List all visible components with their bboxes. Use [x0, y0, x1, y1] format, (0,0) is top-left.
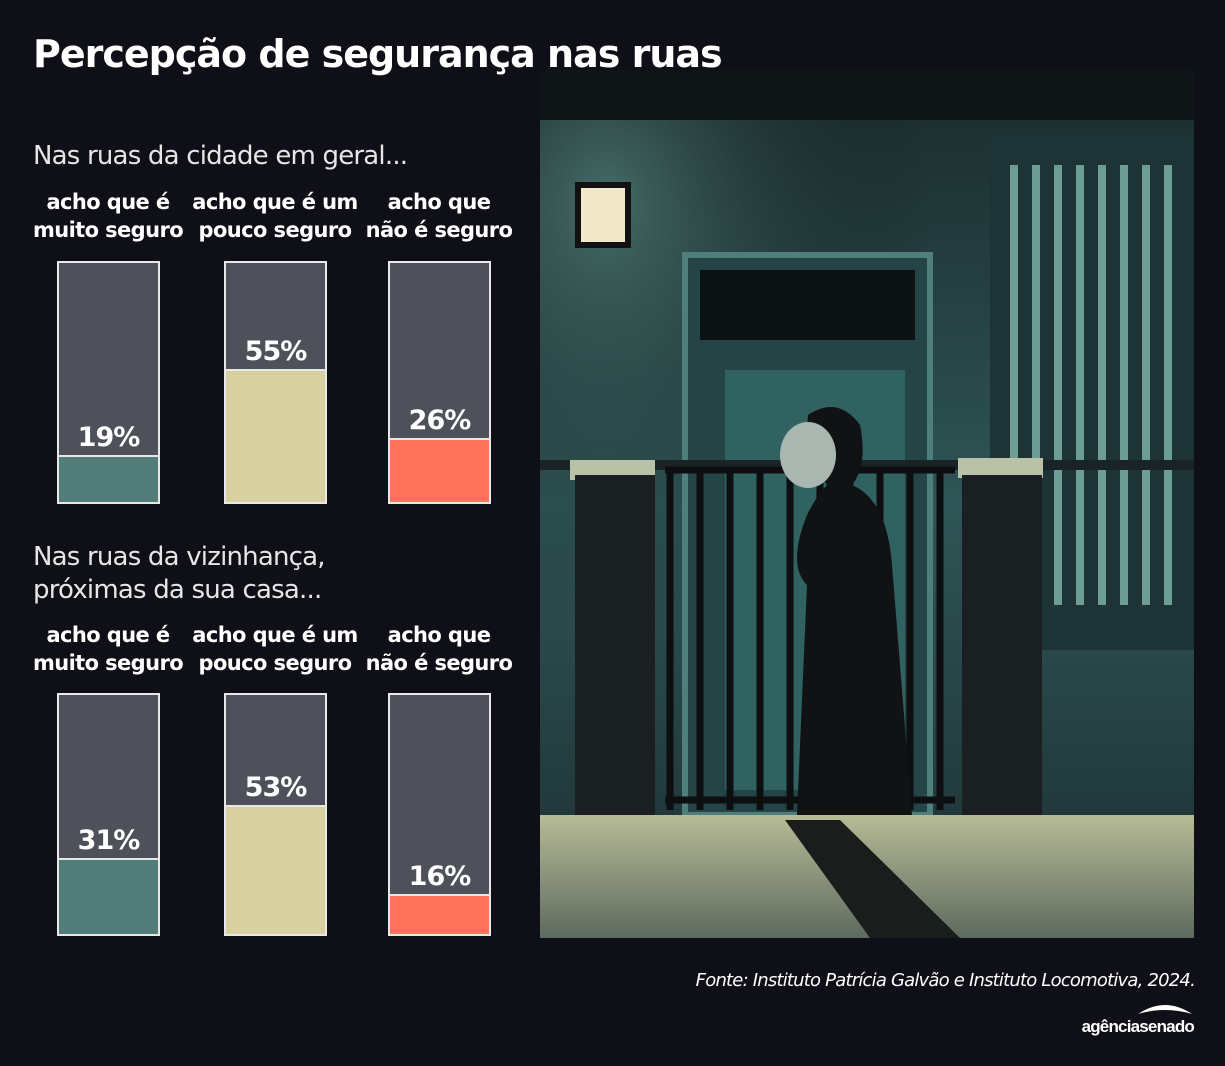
category-label: acho que não é seguro	[354, 621, 524, 677]
section-title-line: próximas da sua casa...	[33, 575, 322, 605]
category-label: acho que é muito seguro	[23, 621, 193, 677]
category-label-line: acho que é	[46, 623, 170, 647]
category-label-line: acho que	[387, 190, 491, 214]
illustration-woman-at-gate	[540, 70, 1194, 938]
data-label: 31%	[77, 825, 141, 856]
category-label-line: pouco seguro	[198, 218, 353, 242]
bar-track: 55%	[224, 261, 327, 504]
bar-muito-seguro	[59, 858, 158, 934]
agencia-senado-logo: agênciasenado	[1082, 1005, 1195, 1036]
category-label-line: acho que	[387, 623, 491, 647]
bar-pouco-seguro	[226, 805, 325, 934]
data-label: 26%	[408, 405, 472, 436]
category-label-line: acho que é	[46, 190, 170, 214]
data-label: 53%	[244, 772, 308, 803]
data-label: 19%	[77, 422, 141, 453]
category-label-line: pouco seguro	[198, 651, 353, 675]
data-label: 55%	[244, 336, 308, 367]
category-label: acho que não é seguro	[354, 188, 524, 244]
bar-track: 31%	[57, 693, 160, 936]
category-label-line: acho que é um	[192, 190, 358, 214]
category-label: acho que é muito seguro	[23, 188, 193, 244]
section-title-city: Nas ruas da cidade em geral...	[33, 141, 408, 171]
category-label: acho que é um pouco seguro	[190, 621, 360, 677]
category-label-line: muito seguro	[32, 218, 184, 242]
bar-track: 26%	[388, 261, 491, 504]
bar-nao-seguro	[390, 894, 489, 934]
category-label-line: não é seguro	[365, 651, 513, 675]
bar-track: 19%	[57, 261, 160, 504]
category-label-line: muito seguro	[32, 651, 184, 675]
section-title-neighborhood: Nas ruas da vizinhança, próximas da sua …	[33, 541, 326, 607]
bar-track: 16%	[388, 693, 491, 936]
svg-text:agênciasenado: agênciasenado	[1082, 1017, 1195, 1036]
chart-title: Percepção de segurança nas ruas	[33, 32, 723, 76]
bar-pouco-seguro	[226, 369, 325, 502]
bar-nao-seguro	[390, 438, 489, 502]
data-label: 16%	[408, 861, 472, 892]
category-label: acho que é um pouco seguro	[190, 188, 360, 244]
category-label-line: acho que é um	[192, 623, 358, 647]
section-title-line: Nas ruas da vizinhança,	[33, 542, 326, 572]
bar-muito-seguro	[59, 455, 158, 502]
bar-track: 53%	[224, 693, 327, 936]
category-label-line: não é seguro	[365, 218, 513, 242]
source-note: Fonte: Instituto Patrícia Galvão e Insti…	[695, 970, 1196, 991]
